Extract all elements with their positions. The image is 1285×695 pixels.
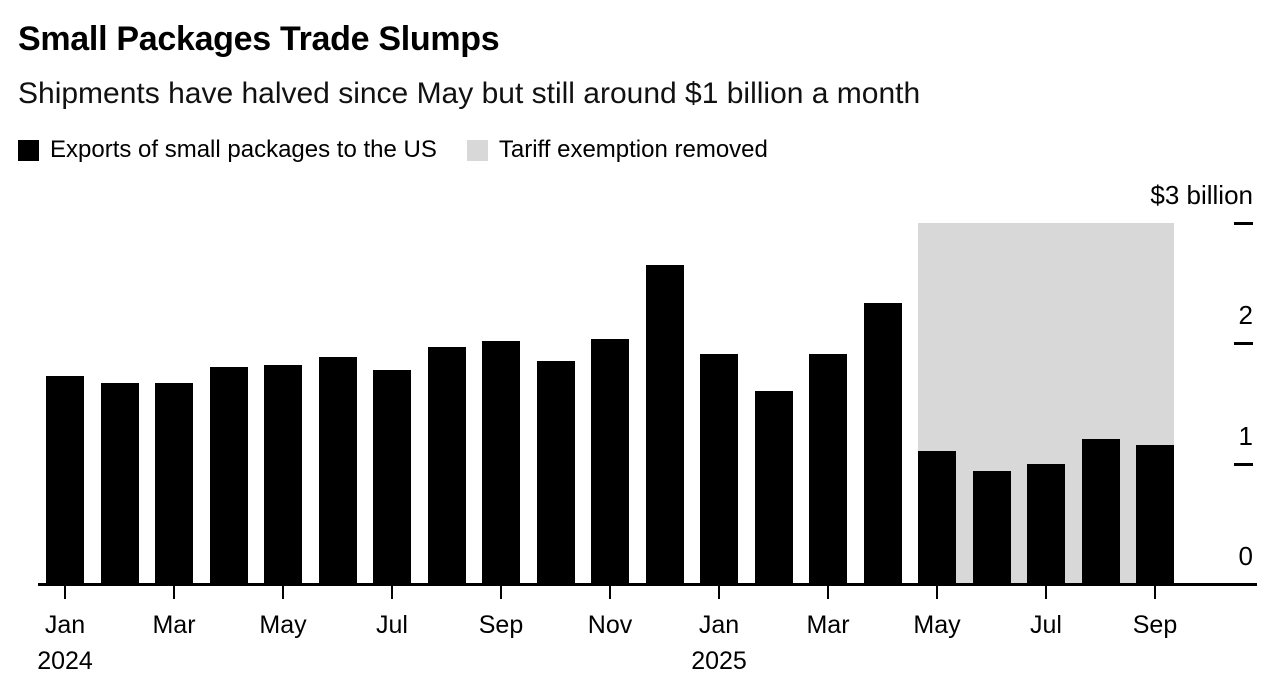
legend: Exports of small packages to the US Tari… [18,136,768,164]
legend-item-tariff: Tariff exemption removed [466,136,768,164]
bar-apr-2025 [863,303,902,584]
exports-series-swatch-icon [18,139,39,161]
y-tick-label-1: 1 [1238,420,1253,451]
x-year-label-2025: 2025 [691,647,747,675]
bar-aug-2024 [427,346,466,584]
x-tick-label-sep-2024: Sep [478,611,524,639]
x-tick-label-nov-2024: Nov [587,611,633,639]
bar-may-2025 [918,451,956,584]
bar-may-2024 [264,364,302,584]
bar-feb-2025 [754,391,793,584]
x-tick-sep-2024 [500,586,502,599]
x-tick-label-sep-2025: Sep [1132,611,1178,639]
bar-oct-2024 [536,361,575,584]
chart-title: Small Packages Trade Slumps [18,20,500,58]
bar-jan-2025 [700,353,738,584]
bar-apr-2024 [209,367,248,584]
y-tick-label--3-billion: $3 billion [1150,179,1253,210]
x-tick-jul-2025 [1045,586,1047,599]
bar-nov-2024 [591,339,629,584]
x-tick-may-2025 [936,586,938,599]
tariff-region-swatch-icon [466,139,488,161]
bar-sep-2025 [1136,445,1174,584]
x-tick-label-mar-2024: Mar [152,611,196,639]
bar-dec-2024 [645,264,684,584]
x-year-label-2024: 2024 [37,647,93,675]
x-tick-label-jul-2025: Jul [1030,611,1062,639]
legend-tariff-label: Tariff exemption removed [498,136,768,163]
x-tick-label-may-2024: May [259,611,307,639]
bar-jul-2025 [1027,463,1065,584]
x-tick-jan-2025 [718,586,720,599]
y-tick--3-billion [1234,221,1253,225]
x-tick-label-jan-2024: Jan [44,611,86,639]
bar-jun-2025 [972,470,1011,584]
legend-exports-label: Exports of small packages to the US [50,136,437,163]
bar-sep-2024 [482,340,520,584]
legend-item-exports: Exports of small packages to the US [18,136,437,164]
x-tick-label-mar-2025: Mar [806,611,850,639]
x-tick-jul-2024 [391,586,393,599]
chart-subtitle: Shipments have halved since May but stil… [18,77,921,110]
y-tick-1 [1234,462,1253,466]
bar-mar-2024 [155,382,193,584]
x-tick-may-2024 [282,586,284,599]
x-tick-jan-2024 [64,586,66,599]
x-tick-label-may-2025: May [913,611,961,639]
x-tick-mar-2024 [173,586,175,599]
bar-mar-2025 [809,353,847,584]
x-tick-sep-2025 [1154,586,1156,599]
bar-jul-2024 [373,369,411,584]
x-tick-label-jul-2024: Jul [376,611,408,639]
y-tick-2 [1234,342,1253,345]
bar-jun-2024 [318,357,357,584]
y-tick-label-2: 2 [1238,300,1253,330]
bar-feb-2024 [100,382,139,584]
y-tick-label-0: 0 [1238,541,1253,571]
bar-aug-2025 [1081,439,1120,584]
x-tick-label-jan-2025: Jan [698,611,740,639]
x-tick-mar-2025 [827,586,829,599]
x-tick-nov-2024 [609,586,611,599]
x-axis-line [38,583,1257,586]
bar-jan-2024 [46,375,84,584]
